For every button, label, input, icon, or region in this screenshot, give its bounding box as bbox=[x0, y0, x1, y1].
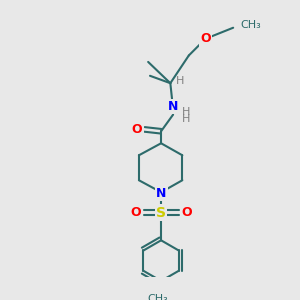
Text: H: H bbox=[182, 107, 191, 117]
Text: O: O bbox=[182, 206, 192, 219]
Text: O: O bbox=[130, 206, 140, 219]
Text: O: O bbox=[200, 32, 211, 45]
Text: H: H bbox=[176, 76, 184, 86]
Text: N: N bbox=[156, 187, 166, 200]
Text: O: O bbox=[132, 123, 142, 136]
Text: CH₃: CH₃ bbox=[241, 20, 261, 30]
Text: N: N bbox=[168, 100, 178, 113]
Text: H: H bbox=[182, 114, 191, 124]
Text: S: S bbox=[156, 206, 166, 220]
Text: CH₃: CH₃ bbox=[147, 293, 168, 300]
